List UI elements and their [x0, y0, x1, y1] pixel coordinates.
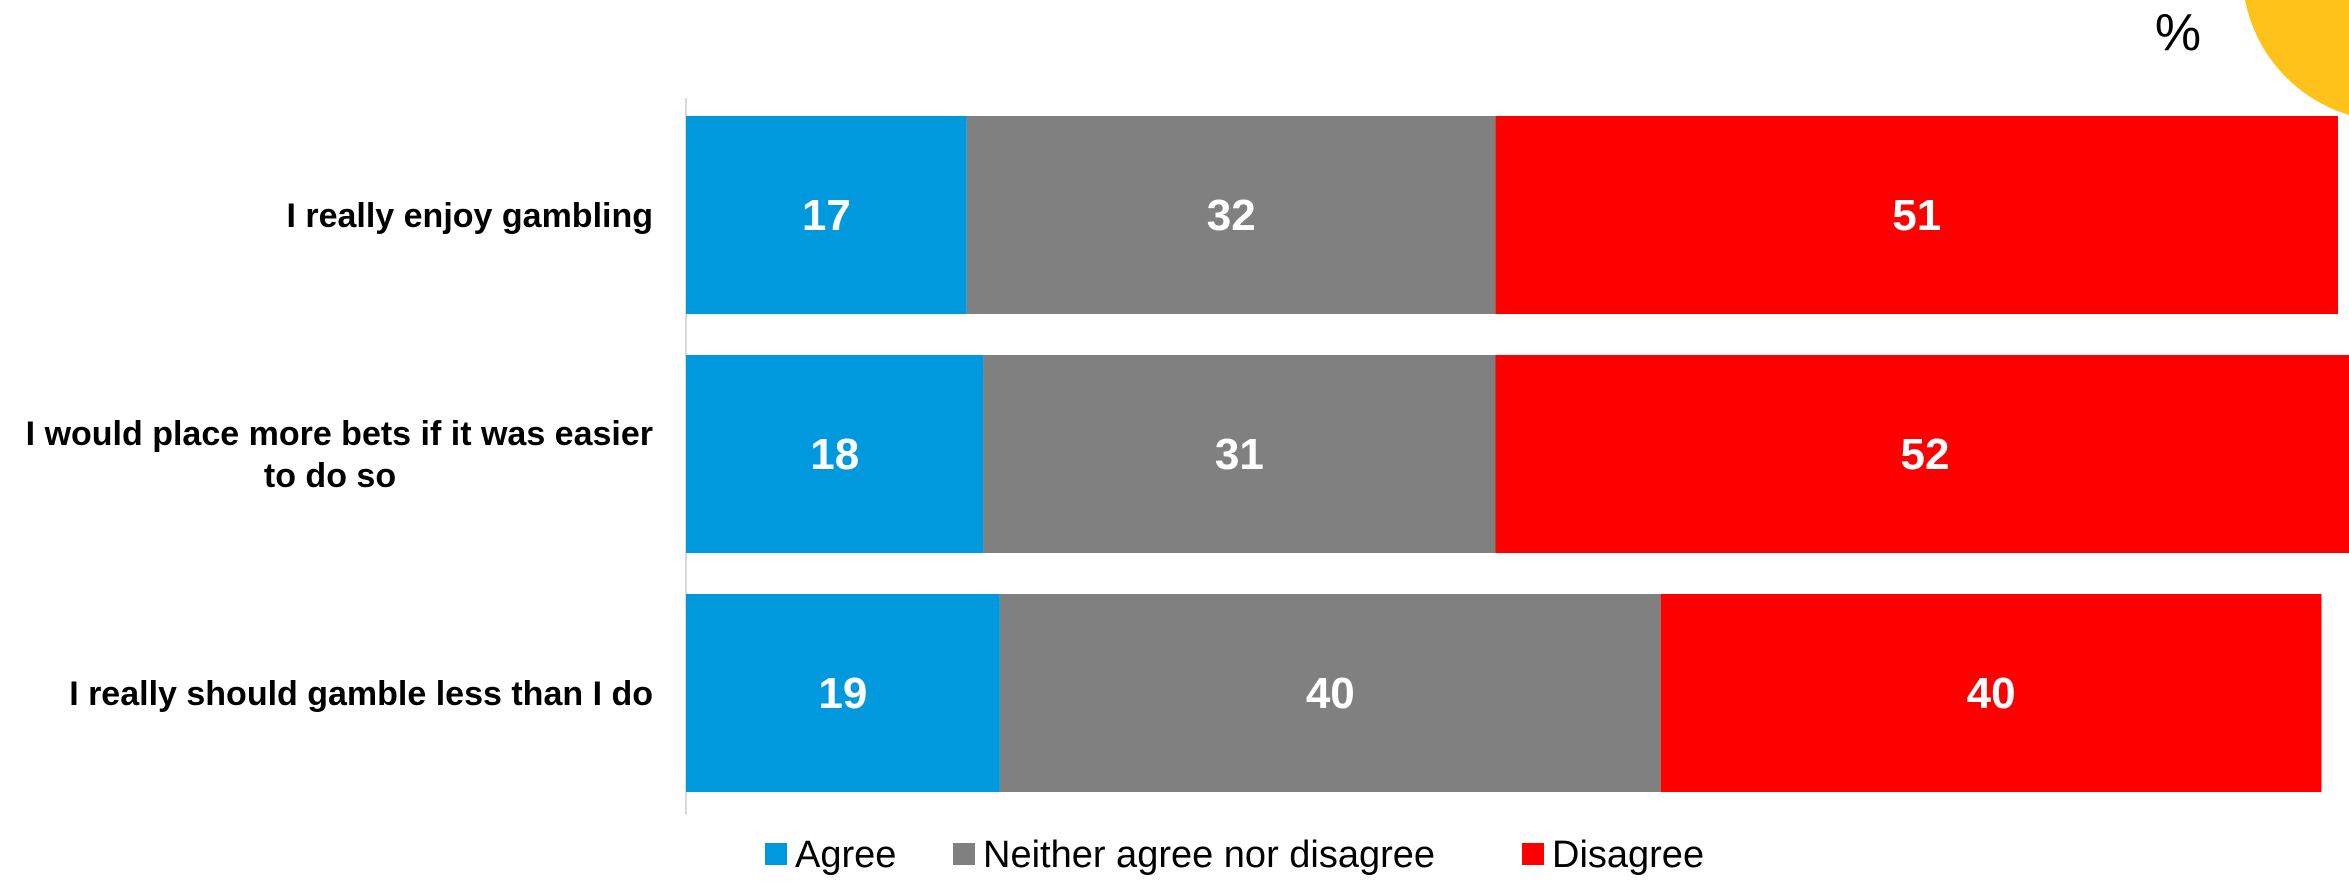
- data-label-0-2: 51: [1892, 191, 1941, 240]
- data-label-0-1: 32: [1207, 191, 1256, 240]
- legend-label-1: Neither agree nor disagree: [983, 834, 1435, 876]
- data-label-1-1: 31: [1215, 430, 1264, 479]
- legend-label-0: Agree: [795, 834, 896, 876]
- bar-0-1: [966, 116, 1496, 314]
- legend-swatch-0: [765, 843, 787, 865]
- data-label-1-2: 52: [1901, 430, 1950, 479]
- unit-label: %: [2155, 4, 2201, 62]
- bar-2-0: [686, 594, 1000, 792]
- bar-1-2: [1495, 355, 2349, 553]
- category-label-1-1: to do so: [264, 457, 396, 495]
- bar-1-0: [686, 355, 984, 553]
- legend-label-2: Disagree: [1552, 834, 1704, 876]
- legend-swatch-2: [1522, 843, 1544, 865]
- data-label-2-1: 40: [1306, 669, 1355, 718]
- bar-2-1: [999, 594, 1661, 792]
- bar-0-0: [686, 116, 967, 314]
- data-label-2-2: 40: [1967, 669, 2016, 718]
- data-label-0-0: 17: [802, 191, 851, 240]
- category-label-2-0: I really should gamble less than I do: [69, 675, 653, 713]
- data-label-1-0: 18: [810, 430, 859, 479]
- category-label-1-0: I would place more bets if it was easier: [26, 415, 653, 453]
- bar-2-2: [1660, 594, 2322, 792]
- legend-swatch-1: [953, 843, 975, 865]
- legend: Agree Neither agree nor disagree Disagree: [765, 834, 1704, 876]
- category-label-0-0: I really enjoy gambling: [286, 197, 653, 235]
- category-labels-group: I really enjoy gambling I would place mor…: [26, 197, 653, 713]
- bars-group: 17 32 51 18 31 52 19 40 40: [686, 116, 2349, 792]
- bar-1-1: [983, 355, 1496, 553]
- bar-0-2: [1495, 116, 2338, 314]
- data-label-2-0: 19: [818, 669, 867, 718]
- corner-accent-shape: [2245, 0, 2349, 115]
